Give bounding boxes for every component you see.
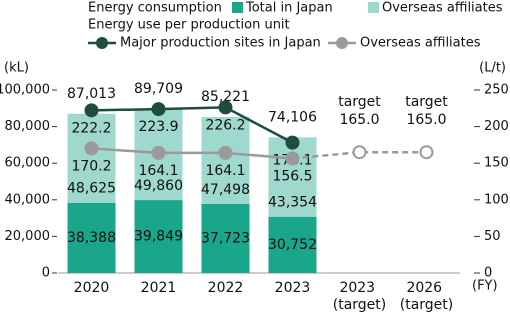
bar-segment bbox=[268, 216, 317, 273]
y2-unit: (L/t) bbox=[479, 61, 506, 76]
line bbox=[91, 106, 294, 144]
y-tick-label: 60,000 bbox=[5, 156, 51, 171]
line-marker bbox=[151, 145, 166, 160]
line-value-label: 226.2 bbox=[205, 117, 245, 133]
target-label: target bbox=[338, 94, 381, 110]
y2-tick-label: 150 bbox=[484, 156, 509, 171]
bar-value-label: 37,723 bbox=[201, 230, 250, 246]
y-tick-label: 100,000 bbox=[0, 83, 50, 98]
line-value-label: 170.2 bbox=[71, 158, 111, 174]
legend-swatch bbox=[232, 2, 243, 13]
line-marker bbox=[218, 100, 233, 115]
legend-heading: Energy consumption bbox=[88, 1, 222, 16]
x-unit: (FY) bbox=[472, 279, 498, 294]
y2-tick-label: 50 bbox=[484, 229, 501, 244]
total-label: 74,106 bbox=[268, 109, 317, 125]
line-marker bbox=[352, 145, 367, 160]
bar-segment bbox=[134, 200, 183, 273]
legend-label: Total in Japan bbox=[245, 1, 333, 16]
y2-tick-label: 200 bbox=[484, 119, 509, 134]
bar-value-label: 47,498 bbox=[201, 182, 250, 198]
line-marker bbox=[218, 145, 233, 160]
y-tick-label: 80,000 bbox=[5, 119, 51, 134]
bar-segment bbox=[201, 203, 250, 273]
target-label: target bbox=[405, 94, 448, 110]
bar-segment bbox=[67, 202, 116, 273]
legend-swatch bbox=[368, 2, 379, 13]
line-value-label: 156.5 bbox=[272, 168, 312, 184]
line-marker bbox=[419, 145, 434, 160]
y2-tick-label: 0 bbox=[484, 266, 492, 281]
legend-label: Major production sites in Japan bbox=[120, 36, 321, 51]
legend-label: Overseas affiliates bbox=[382, 1, 503, 16]
x-tick-label: 2023 (target) bbox=[333, 280, 387, 313]
line-marker bbox=[84, 103, 99, 118]
total-label: 87,013 bbox=[67, 86, 116, 102]
y-unit: (kL) bbox=[4, 61, 29, 76]
line-marker bbox=[285, 151, 300, 166]
line-value-label: 165.0 bbox=[406, 112, 446, 128]
line-marker bbox=[285, 135, 300, 150]
legend-heading: Energy use per production unit bbox=[88, 18, 290, 33]
line bbox=[91, 147, 293, 160]
line-value-label: 222.2 bbox=[71, 120, 111, 136]
legend-marker bbox=[336, 37, 348, 49]
total-label: 89,709 bbox=[134, 81, 183, 97]
line-value-label: 223.9 bbox=[138, 119, 178, 135]
line-marker bbox=[84, 141, 99, 156]
line-marker bbox=[151, 102, 166, 117]
bar-segment bbox=[201, 117, 250, 204]
y2-tick-label: 100 bbox=[484, 192, 509, 207]
bar-segment bbox=[268, 137, 317, 217]
x-tick-label: 2021 bbox=[141, 280, 177, 296]
bar-value-label: 38,388 bbox=[67, 230, 116, 246]
line-value-label: 164.1 bbox=[138, 163, 178, 179]
bar-value-label: 30,752 bbox=[268, 237, 317, 253]
x-tick-label: 2023 bbox=[275, 280, 311, 296]
x-tick-label: 2022 bbox=[208, 280, 244, 296]
legend-marker bbox=[96, 37, 108, 49]
y-tick-label: 0 bbox=[42, 266, 50, 281]
y-tick-label: 20,000 bbox=[5, 229, 51, 244]
y2-tick-label: 250 bbox=[484, 83, 509, 98]
bar-value-label: 48,625 bbox=[67, 181, 116, 197]
y-tick-label: 40,000 bbox=[5, 192, 51, 207]
line-value-label: 164.1 bbox=[205, 163, 245, 179]
line-value-label: 165.0 bbox=[339, 112, 379, 128]
bar-value-label: 43,354 bbox=[268, 195, 317, 211]
bar-value-label: 49,860 bbox=[134, 178, 183, 194]
bar-value-label: 39,849 bbox=[134, 229, 183, 245]
x-tick-label: 2020 bbox=[74, 280, 110, 296]
total-label: 85,221 bbox=[201, 89, 250, 105]
legend-label: Overseas affiliates bbox=[360, 36, 481, 51]
line-projection bbox=[292, 150, 427, 160]
bar-segment bbox=[67, 113, 116, 203]
x-tick-label: 2026 (target) bbox=[400, 280, 454, 313]
